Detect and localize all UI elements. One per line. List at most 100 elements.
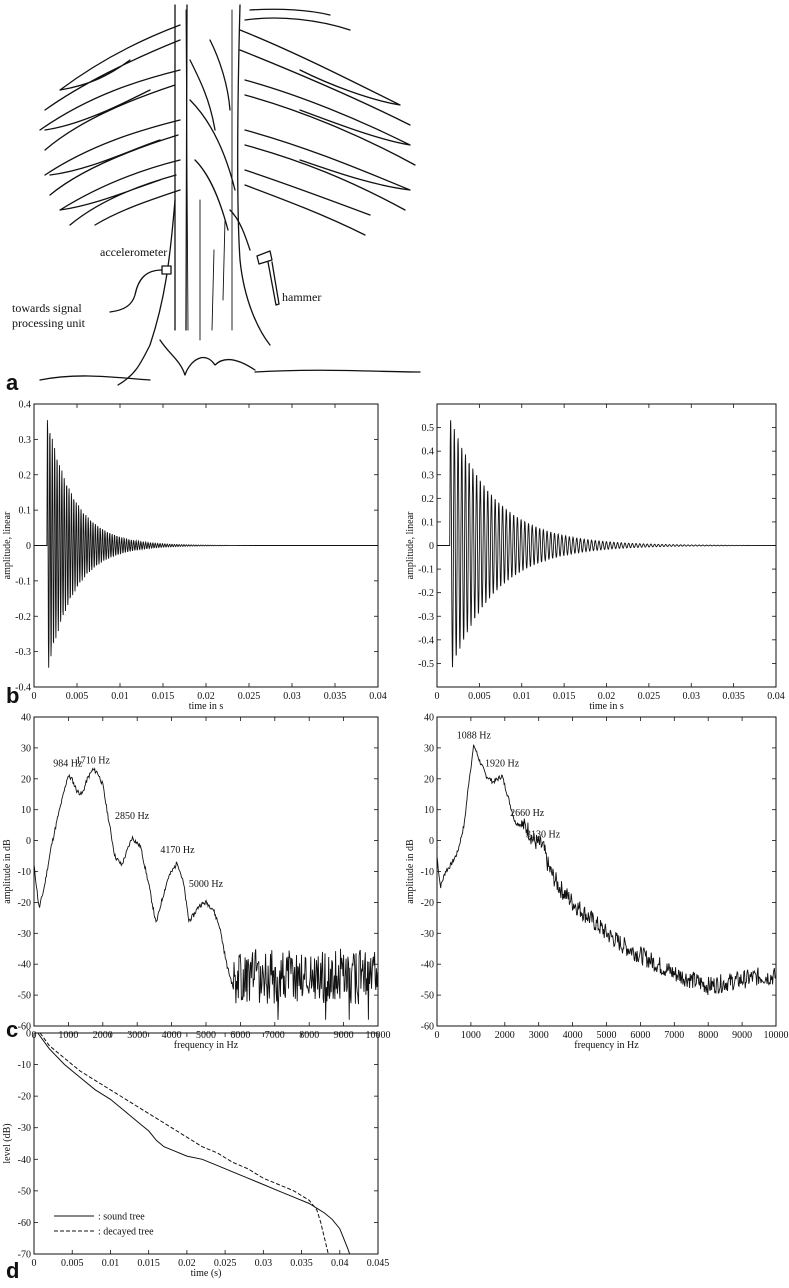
y-tick-label: -40 — [18, 960, 31, 971]
x-tick-label: 2000 — [93, 1030, 113, 1041]
spectrum-line — [436, 744, 777, 995]
signal-cable — [109, 269, 163, 313]
y-tick-label: -30 — [421, 929, 434, 940]
x-axis-label: time in s — [589, 701, 624, 712]
hammer-tool — [256, 250, 280, 306]
x-tick-label: 0.04 — [331, 1258, 349, 1269]
x-tick-label: 0 — [435, 1030, 440, 1041]
x-tick-label: 2000 — [495, 1030, 515, 1041]
signal-label-line2: processing unit — [12, 316, 85, 330]
x-axis-label: frequency in Hz — [174, 1040, 239, 1051]
x-axis-label: time (s) — [191, 1268, 222, 1279]
y-tick-label: -70 — [18, 1250, 31, 1261]
x-tick-label: 4000 — [563, 1030, 583, 1041]
y-axis-label: amplitude in dB — [2, 839, 13, 904]
y-tick-label: 10 — [21, 805, 31, 816]
x-tick-label: 7000 — [265, 1030, 285, 1041]
x-tick-label: 0.02 — [197, 691, 215, 702]
signal-line — [437, 420, 777, 668]
x-tick-label: 0.015 — [137, 1258, 160, 1269]
accelerometer-label: accelerometer — [100, 245, 168, 259]
y-tick-label: 0 — [429, 836, 434, 847]
y-tick-label: -60 — [18, 1022, 31, 1033]
y-tick-label: 40 — [424, 713, 434, 724]
x-tick-label: 0.02 — [178, 1258, 196, 1269]
y-tick-label: -20 — [421, 898, 434, 909]
x-tick-label: 10000 — [764, 1030, 789, 1041]
peak-label: 984 Hz — [53, 758, 83, 769]
y-tick-label: 0.3 — [19, 435, 32, 446]
y-tick-label: -0.3 — [15, 647, 31, 658]
y-tick-label: -50 — [18, 1186, 31, 1197]
y-tick-label: -10 — [18, 867, 31, 878]
signal-label-line1: towards signal — [12, 301, 82, 315]
y-tick-label: -0.2 — [418, 588, 434, 599]
y-tick-label: -10 — [18, 1060, 31, 1071]
legend-label: : sound tree — [98, 1212, 145, 1223]
y-tick-label: 0 — [26, 541, 31, 552]
y-tick-label: -60 — [18, 1218, 31, 1229]
y-tick-label: 10 — [424, 805, 434, 816]
x-tick-label: 0.01 — [111, 691, 129, 702]
y-axis-label: level (dB) — [2, 1123, 13, 1163]
y-tick-label: 0.1 — [422, 517, 435, 528]
y-tick-label: -0.4 — [418, 635, 434, 646]
series-line-decayed-tree — [39, 1032, 329, 1255]
x-tick-label: 0.025 — [214, 1258, 237, 1269]
y-tick-label: -40 — [18, 1155, 31, 1166]
x-tick-label: 0.01 — [513, 691, 531, 702]
x-tick-label: 5000 — [196, 1030, 216, 1041]
x-tick-label: 6000 — [230, 1030, 250, 1041]
y-tick-label: 0.4 — [19, 400, 32, 411]
panel-label-b: b — [6, 683, 20, 708]
y-tick-label: 0.2 — [422, 494, 435, 505]
y-tick-label: -0.5 — [418, 659, 434, 670]
plot-frame — [33, 1032, 379, 1255]
ground-line — [39, 369, 421, 381]
y-tick-label: -40 — [421, 960, 434, 971]
x-tick-label: 0.02 — [598, 691, 616, 702]
x-tick-label: 0 — [32, 1258, 37, 1269]
y-tick-label: -30 — [18, 929, 31, 940]
x-tick-label: 9000 — [732, 1030, 752, 1041]
y-tick-label: 30 — [21, 743, 31, 754]
x-tick-label: 0.045 — [367, 1258, 390, 1269]
x-tick-label: 0.035 — [290, 1258, 313, 1269]
panel-label-d: d — [6, 1258, 20, 1283]
tree-trunk-left — [117, 199, 176, 386]
x-tick-label: 0 — [32, 691, 37, 702]
x-tick-label: 0.005 — [66, 691, 89, 702]
panel-label-c: c — [6, 1017, 19, 1042]
y-tick-label: 0 — [26, 836, 31, 847]
y-tick-label: -50 — [421, 991, 434, 1002]
peak-label: 2660 Hz — [510, 808, 545, 819]
peak-label: 1088 Hz — [457, 731, 492, 742]
x-tick-label: 7000 — [664, 1030, 684, 1041]
x-tick-label: 0.005 — [61, 1258, 84, 1269]
x-tick-label: 0.03 — [683, 691, 701, 702]
y-tick-label: -0.3 — [418, 612, 434, 623]
y-tick-label: 40 — [21, 713, 31, 724]
x-tick-label: 0.025 — [238, 691, 261, 702]
peak-label: 2850 Hz — [115, 811, 150, 822]
y-axis-label: amplitude, linear — [405, 511, 416, 579]
hammer-label: hammer — [282, 290, 322, 304]
tree-trunk — [174, 4, 271, 346]
y-tick-label: -10 — [421, 867, 434, 878]
x-tick-label: 0.035 — [722, 691, 745, 702]
legend-label: : decayed tree — [98, 1227, 154, 1238]
x-tick-label: 0.04 — [767, 691, 785, 702]
y-tick-label: -0.1 — [15, 576, 31, 587]
y-tick-label: 30 — [424, 743, 434, 754]
y-tick-label: -60 — [421, 1022, 434, 1033]
signal-line — [34, 420, 378, 668]
x-tick-label: 0.03 — [283, 691, 301, 702]
y-tick-label: -20 — [18, 1092, 31, 1103]
x-tick-label: 0.005 — [468, 691, 491, 702]
